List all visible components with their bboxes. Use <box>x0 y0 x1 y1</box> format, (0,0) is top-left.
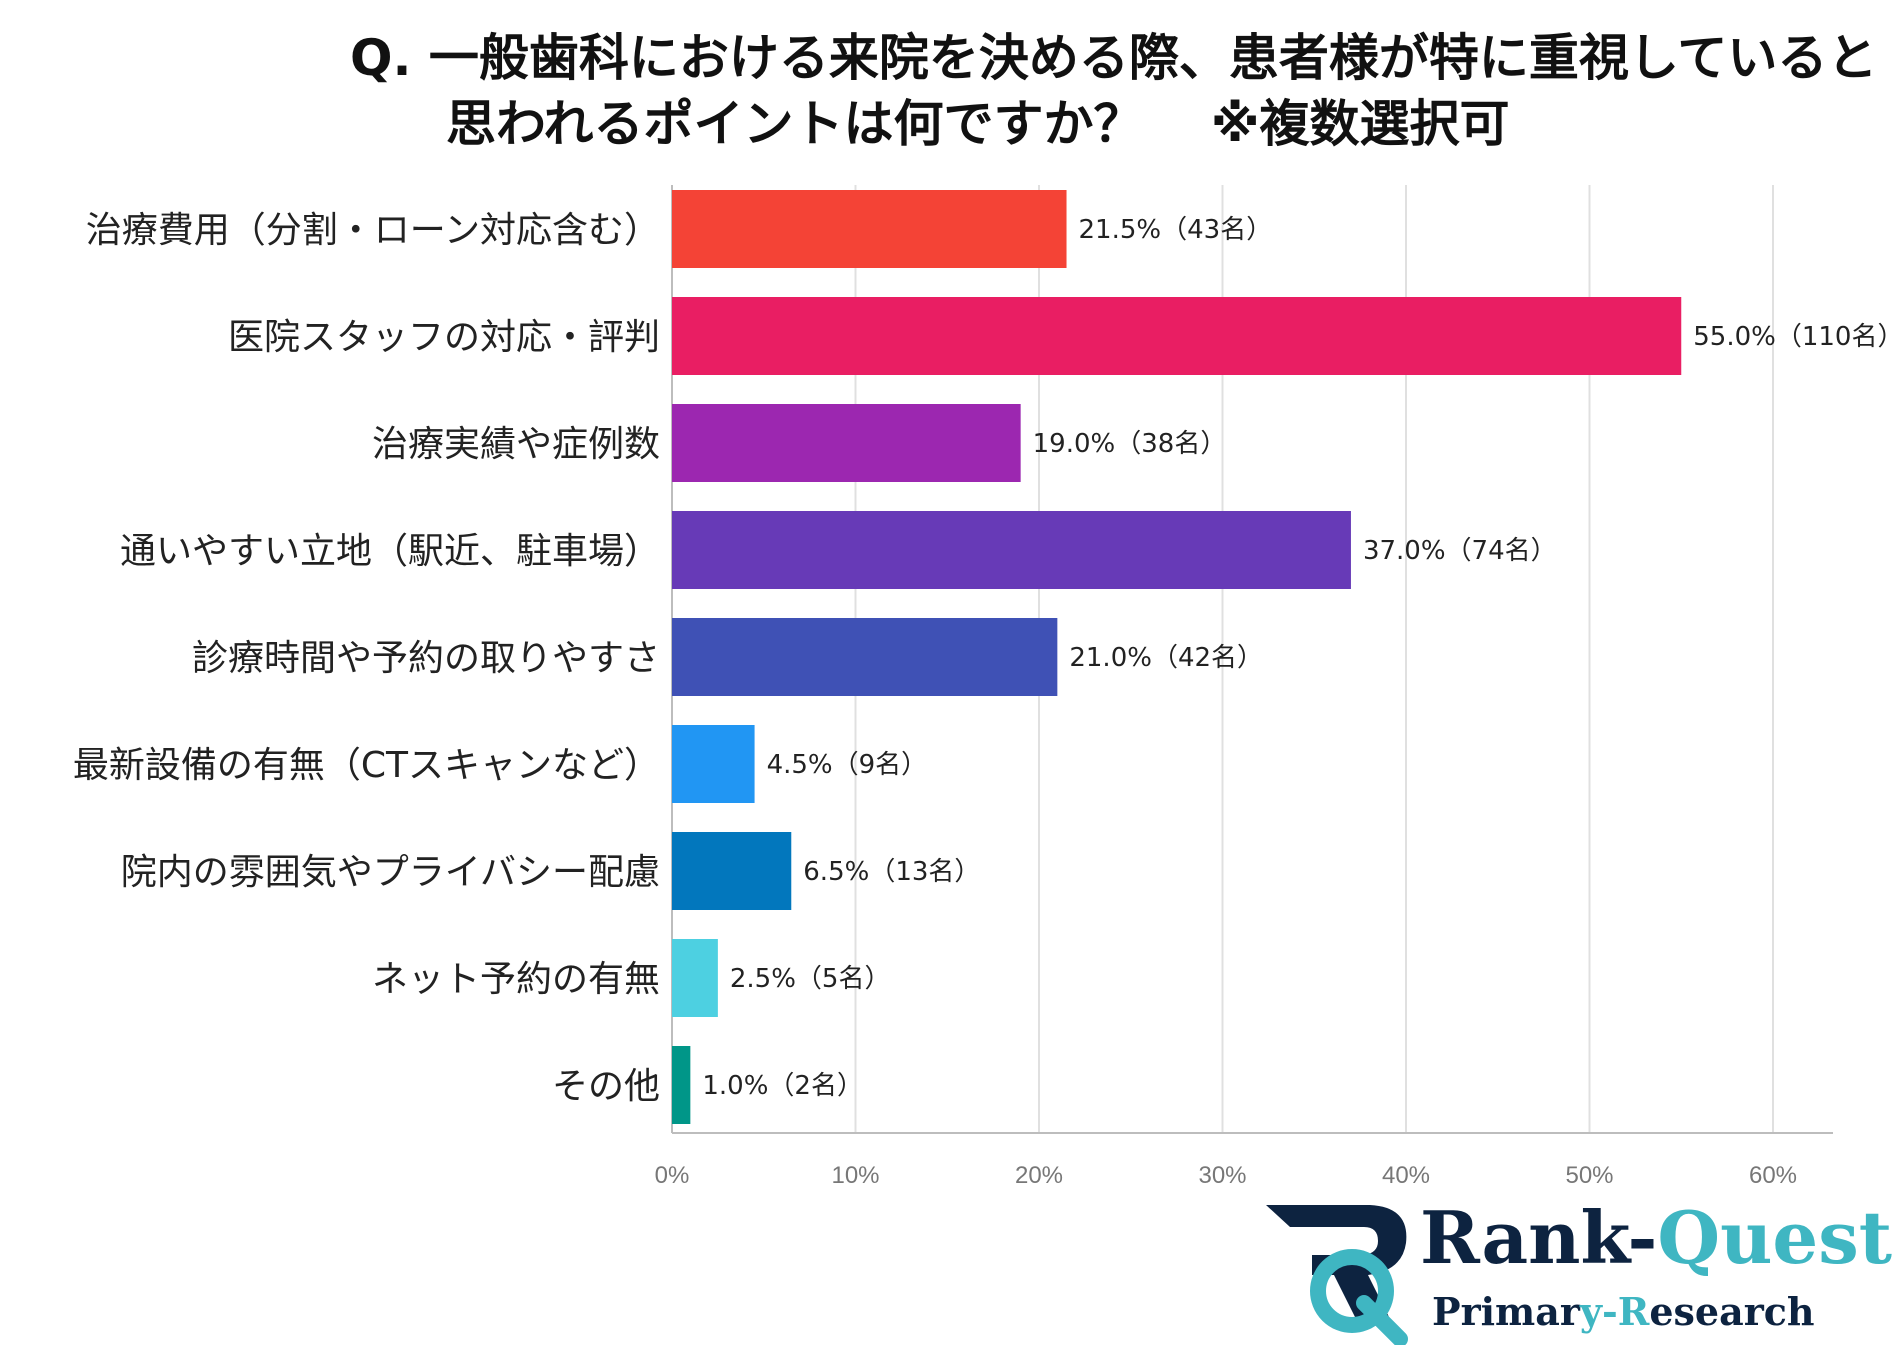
x-tick-label: 50% <box>1565 1162 1613 1189</box>
logo-name-part2: Quest <box>1657 1195 1893 1280</box>
bar <box>672 939 718 1017</box>
x-tick-label: 10% <box>831 1162 879 1189</box>
logo-sub-part4: esearch <box>1649 1289 1815 1334</box>
logo-name-part1: Rank- <box>1420 1195 1658 1280</box>
logo-sub-part2: y- <box>1579 1289 1618 1334</box>
x-tick-label: 30% <box>1198 1162 1246 1189</box>
bar <box>672 297 1682 375</box>
data-label: 19.0%（38名） <box>1033 429 1227 459</box>
logo-subtitle: Primary-Research <box>1432 1289 1815 1334</box>
bar <box>672 618 1058 696</box>
category-label: 院内の雰囲気やプライバシー配慮 <box>121 852 660 893</box>
data-label: 55.0%（110名） <box>1693 322 1897 352</box>
category-label: 治療費用（分割・ローン対応含む） <box>86 210 660 251</box>
rank-quest-logo: Rank-Quest Primary-Research <box>1260 1195 1892 1345</box>
bar <box>672 511 1351 589</box>
data-label: 37.0%（74名） <box>1363 536 1557 566</box>
bar <box>672 404 1021 482</box>
title-line-1: Q. 一般歯科における来院を決める際、患者様が特に重視していると <box>350 29 1878 87</box>
data-label: 1.0%（2名） <box>702 1071 863 1101</box>
bar-chart: 0% 10% 20% 30% 40% 50% 60% 治療費用（分割・ローン対応含む） 21.5… <box>73 185 1897 1189</box>
category-label: ネット予約の有無 <box>372 959 660 1000</box>
category-label: 診療時間や予約の取りやすさ <box>192 638 660 679</box>
category-label: 治療実績や症例数 <box>372 424 660 465</box>
logo-sub-part1: Primar <box>1432 1289 1580 1334</box>
bar <box>672 725 755 803</box>
category-label: 医院スタッフの対応・評判 <box>228 317 660 358</box>
logo-name: Rank-Quest <box>1420 1195 1892 1280</box>
category-label: 最新設備の有無（CTスキャンなど） <box>73 745 660 786</box>
bar <box>672 1046 691 1124</box>
data-label: 6.5%（13名） <box>803 857 980 887</box>
logo-sub-part3: R <box>1617 1289 1650 1334</box>
x-tick-label: 20% <box>1015 1162 1063 1189</box>
category-label: 通いやすい立地（駅近、駐車場） <box>120 531 660 572</box>
bar <box>672 832 792 910</box>
x-tick-label: 60% <box>1749 1162 1797 1189</box>
bar <box>672 190 1067 268</box>
title-line-2: 思われるポイントは何ですか？ ※複数選択可 <box>446 95 1510 153</box>
data-label: 4.5%（9名） <box>767 750 928 780</box>
data-label: 21.0%（42名） <box>1069 643 1263 673</box>
x-tick-label: 40% <box>1382 1162 1430 1189</box>
category-label: その他 <box>552 1066 660 1107</box>
data-label: 21.5%（43名） <box>1079 215 1273 245</box>
data-label: 2.5%（5名） <box>730 964 891 994</box>
x-tick-label: 0% <box>655 1162 690 1189</box>
rank-quest-logo-mark-icon <box>1266 1205 1408 1345</box>
